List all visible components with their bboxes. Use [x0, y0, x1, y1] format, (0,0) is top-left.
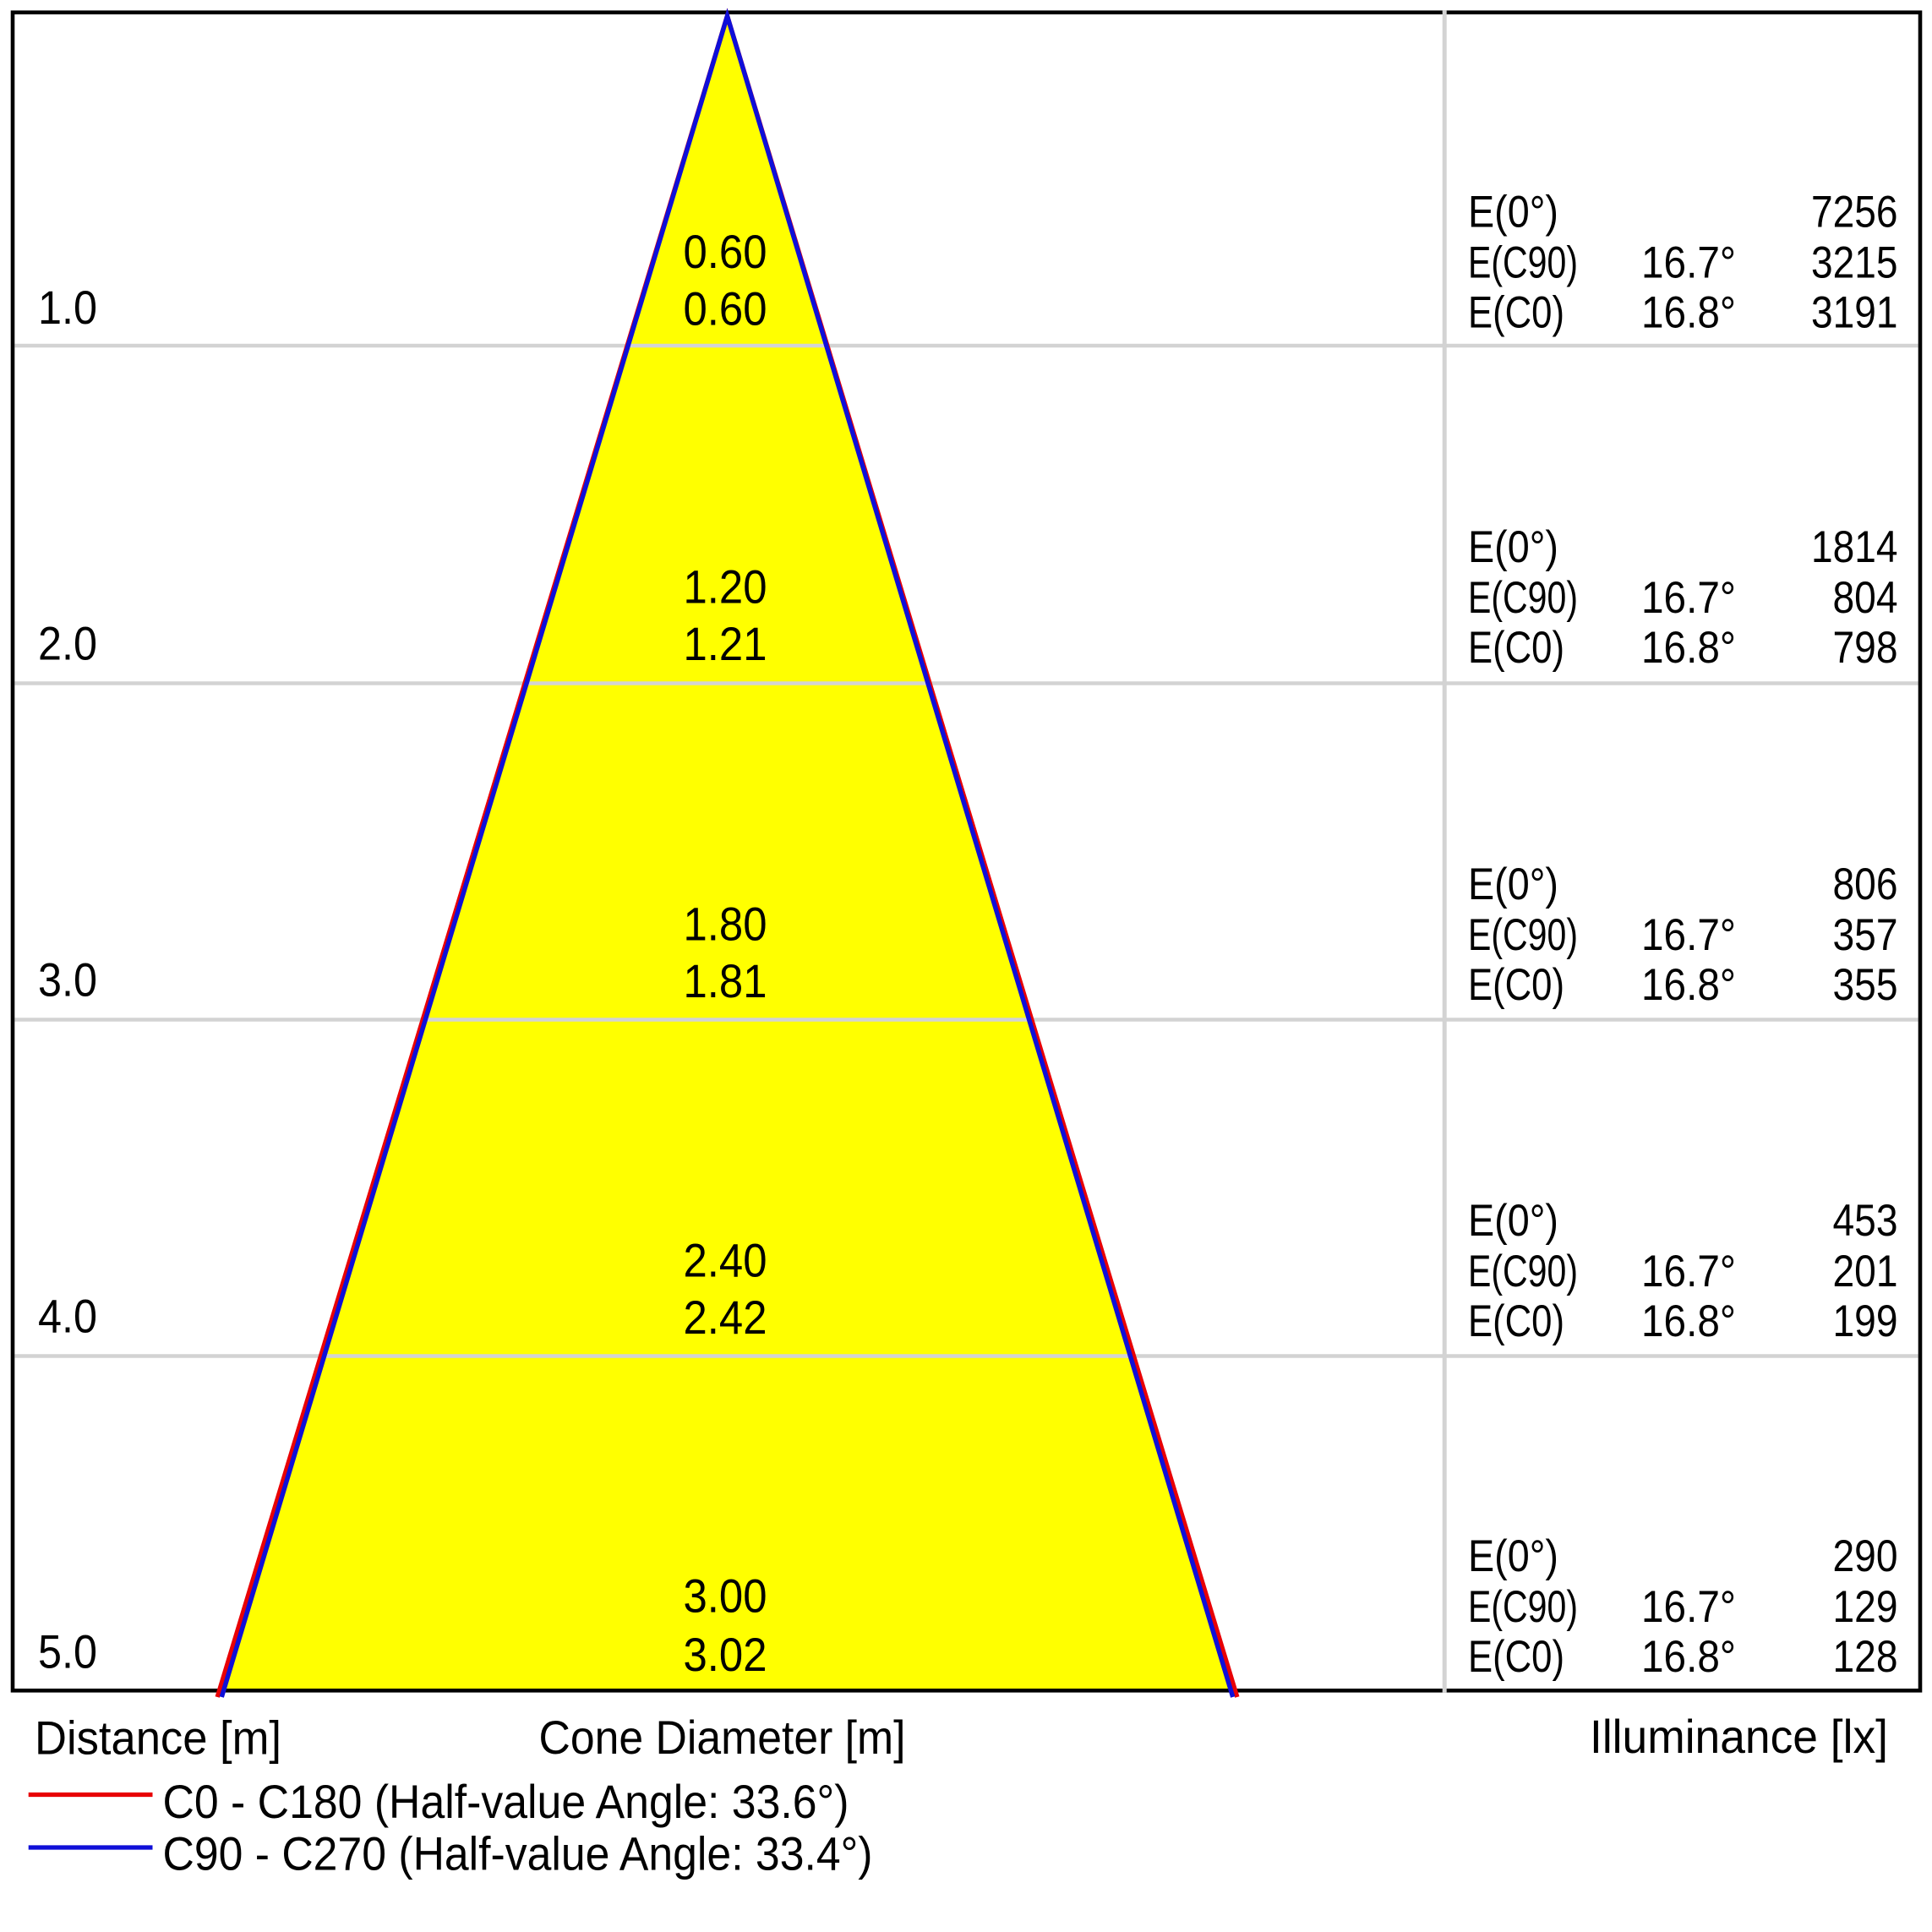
svg-text:199: 199: [1833, 1296, 1898, 1346]
svg-text:3.00: 3.00: [684, 1569, 767, 1623]
svg-text:806: 806: [1833, 860, 1898, 909]
svg-text:16.8°: 16.8°: [1641, 960, 1736, 1010]
svg-text:E(C0): E(C0): [1468, 1632, 1564, 1682]
svg-text:E(C90): E(C90): [1468, 910, 1578, 960]
svg-text:5.0: 5.0: [38, 1625, 97, 1678]
svg-text:1.20: 1.20: [684, 560, 767, 614]
svg-text:4.0: 4.0: [38, 1290, 97, 1343]
svg-text:453: 453: [1833, 1196, 1898, 1246]
svg-text:2.40: 2.40: [684, 1234, 767, 1287]
svg-text:128: 128: [1833, 1632, 1898, 1682]
svg-text:Illuminance [lx]: Illuminance [lx]: [1590, 1710, 1888, 1763]
svg-text:16.8°: 16.8°: [1641, 623, 1736, 673]
svg-text:E(0°): E(0°): [1468, 1196, 1558, 1246]
svg-text:Distance [m]: Distance [m]: [35, 1711, 281, 1765]
svg-text:E(C0): E(C0): [1468, 1296, 1564, 1346]
svg-text:E(C90): E(C90): [1468, 237, 1578, 287]
svg-text:16.8°: 16.8°: [1641, 1632, 1736, 1682]
svg-text:3191: 3191: [1811, 287, 1898, 337]
svg-text:2.42: 2.42: [684, 1291, 767, 1344]
svg-text:E(0°): E(0°): [1468, 522, 1558, 572]
svg-text:C0 - C180 (Half-value Angle: 3: C0 - C180 (Half-value Angle: 33.6°): [163, 1775, 849, 1828]
svg-text:16.7°: 16.7°: [1641, 573, 1736, 623]
svg-text:16.7°: 16.7°: [1641, 1582, 1736, 1632]
svg-text:16.8°: 16.8°: [1641, 287, 1736, 337]
svg-text:2.0: 2.0: [38, 617, 97, 670]
svg-text:1.21: 1.21: [684, 617, 767, 670]
svg-text:E(C90): E(C90): [1468, 1247, 1578, 1296]
svg-text:804: 804: [1833, 573, 1898, 623]
svg-text:798: 798: [1833, 623, 1898, 673]
svg-text:3.0: 3.0: [38, 953, 97, 1007]
svg-text:0.60: 0.60: [684, 225, 767, 278]
svg-text:129: 129: [1833, 1582, 1898, 1632]
svg-text:16.7°: 16.7°: [1641, 237, 1736, 287]
svg-text:357: 357: [1833, 910, 1898, 960]
svg-text:201: 201: [1833, 1247, 1898, 1296]
svg-text:16.7°: 16.7°: [1641, 1247, 1736, 1296]
svg-text:1.80: 1.80: [684, 898, 767, 951]
svg-text:C90 - C270 (Half-value Angle:: C90 - C270 (Half-value Angle: 33.4°): [163, 1827, 873, 1880]
svg-text:7256: 7256: [1811, 187, 1898, 237]
svg-text:E(C0): E(C0): [1468, 287, 1564, 337]
svg-text:1814: 1814: [1811, 522, 1898, 572]
svg-text:1.0: 1.0: [38, 281, 97, 334]
svg-text:355: 355: [1833, 960, 1898, 1010]
svg-text:3.02: 3.02: [684, 1628, 767, 1681]
svg-text:E(0°): E(0°): [1468, 1531, 1558, 1581]
svg-text:16.8°: 16.8°: [1641, 1296, 1736, 1346]
svg-text:3215: 3215: [1811, 237, 1898, 287]
svg-text:E(0°): E(0°): [1468, 860, 1558, 909]
svg-text:290: 290: [1833, 1531, 1898, 1581]
svg-text:1.81: 1.81: [684, 954, 767, 1007]
svg-text:Cone Diameter [m]: Cone Diameter [m]: [539, 1711, 906, 1764]
svg-text:16.7°: 16.7°: [1641, 910, 1736, 960]
svg-text:E(C90): E(C90): [1468, 573, 1578, 623]
svg-text:E(0°): E(0°): [1468, 187, 1558, 237]
svg-text:E(C90): E(C90): [1468, 1582, 1578, 1632]
svg-text:E(C0): E(C0): [1468, 623, 1564, 673]
svg-text:0.60: 0.60: [684, 281, 767, 335]
svg-text:E(C0): E(C0): [1468, 960, 1564, 1010]
